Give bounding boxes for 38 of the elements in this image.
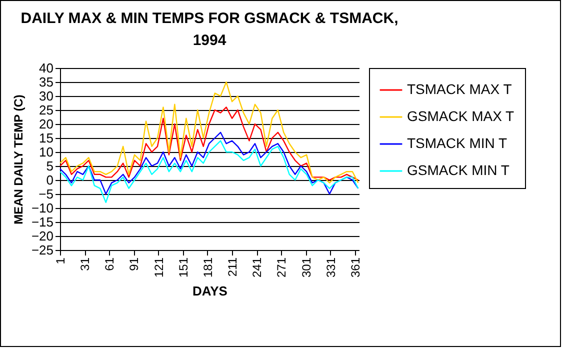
x-tick-label: 151	[176, 257, 190, 278]
x-tick-label: 91	[127, 257, 142, 271]
y-tick-label: −20	[31, 228, 54, 244]
x-tick-label: 1	[54, 257, 68, 264]
legend-label: GSMACK MIN T	[407, 162, 510, 178]
legend-label: GSMACK MAX T	[407, 108, 515, 124]
y-tick-label: 35	[39, 74, 54, 90]
y-tick-label: 25	[39, 102, 54, 118]
x-tick-label: 121	[152, 257, 166, 278]
x-axis-title: DAYS	[192, 284, 228, 299]
x-tick-label: 61	[102, 257, 117, 271]
x-tick-label: 181	[200, 257, 215, 278]
x-tick-label: 31	[78, 257, 92, 271]
y-tick-label: 20	[39, 116, 54, 132]
x-tick-label: 361	[348, 257, 362, 278]
x-tick-label: 211	[226, 257, 240, 277]
y-tick-label: 10	[39, 144, 54, 160]
legend-label: TSMACK MAX T	[407, 81, 512, 97]
x-tick-label: 241	[250, 257, 264, 278]
y-tick-label: −5	[38, 186, 54, 202]
y-tick-label: 40	[39, 60, 54, 76]
y-tick-label: −10	[31, 200, 54, 216]
x-tick-label: 331	[324, 257, 338, 278]
y-tick-label: 15	[39, 130, 54, 146]
y-tick-label: 5	[46, 158, 54, 174]
y-tick-label: −25	[31, 242, 54, 258]
chart-title: DAILY MAX & MIN TEMPS FOR GSMACK & TSMACK, 1994	[20, 10, 398, 49]
x-tick-label: 301	[299, 257, 314, 278]
line-series	[59, 132, 359, 195]
legend-label: TSMACK MIN T	[407, 135, 508, 151]
y-tick-label: 30	[39, 88, 54, 104]
y-tick-label: −15	[31, 214, 54, 230]
line-series	[59, 106, 359, 181]
line-series	[59, 81, 359, 184]
x-tick-label: 271	[274, 257, 289, 278]
y-tick-label: 0	[46, 172, 54, 188]
line-series	[59, 140, 359, 203]
y-axis-title: MEAN DAILY TEMP (C)	[11, 94, 26, 224]
